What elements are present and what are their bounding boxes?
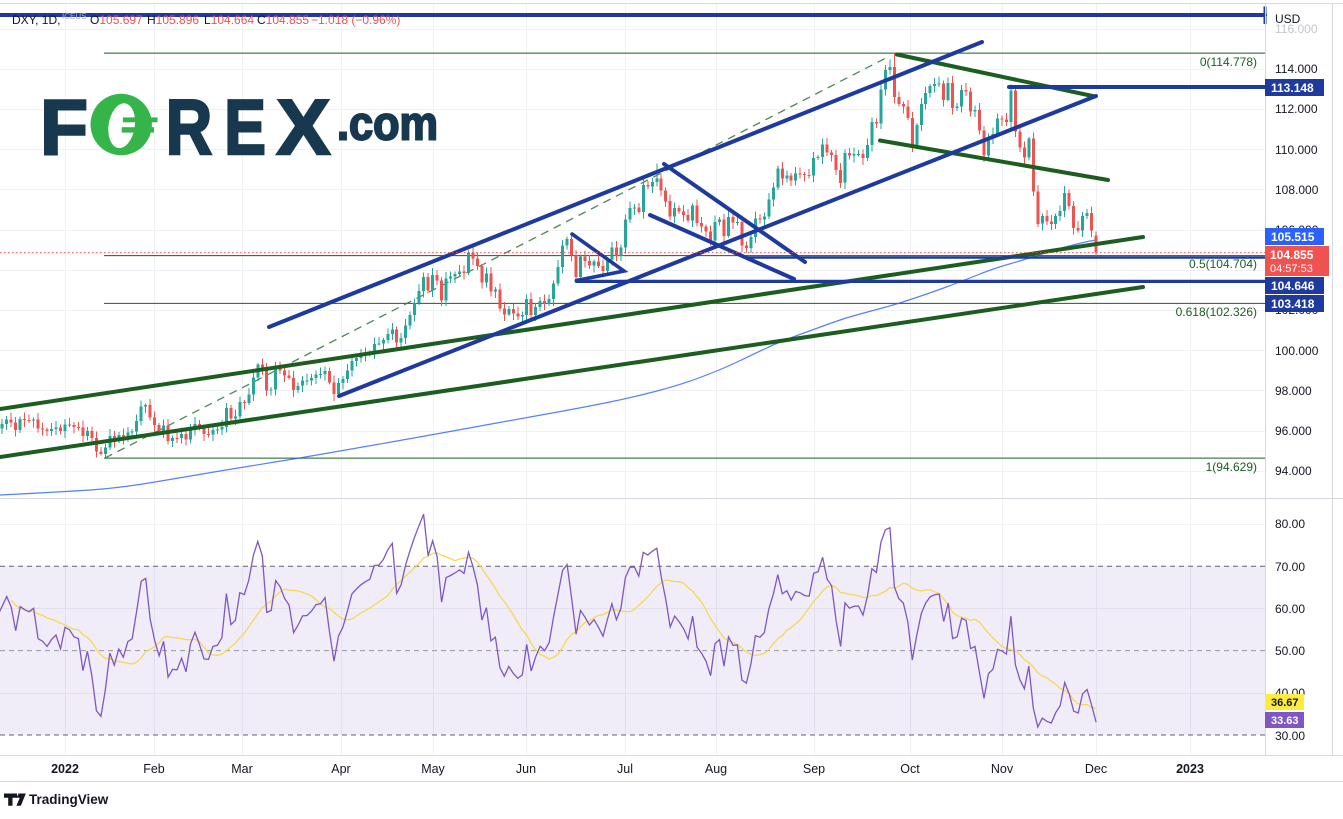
- svg-text:04:57:53: 04:57:53: [1270, 263, 1313, 275]
- svg-text:105.515: 105.515: [1271, 230, 1315, 244]
- svg-text:70.00: 70.00: [1275, 560, 1305, 574]
- svg-text:Dec: Dec: [1085, 762, 1107, 776]
- svg-text:May: May: [421, 762, 445, 776]
- svg-text:33.63: 33.63: [1271, 715, 1299, 727]
- svg-text:Mar: Mar: [231, 762, 253, 776]
- svg-text:100.000: 100.000: [1275, 344, 1319, 358]
- svg-text:R: R: [166, 83, 213, 171]
- svg-text:0(114.778): 0(114.778): [1200, 55, 1257, 69]
- svg-text:DXY, 1D,: DXY, 1D,: [12, 13, 60, 27]
- svg-text:Feb: Feb: [143, 762, 165, 776]
- svg-text:113.148: 113.148: [1271, 81, 1314, 95]
- svg-text:Jul: Jul: [617, 762, 633, 776]
- svg-text:1(94.629): 1(94.629): [1206, 460, 1257, 474]
- svg-text:30.00: 30.00: [1275, 729, 1305, 743]
- svg-text:114.000: 114.000: [1275, 62, 1318, 76]
- svg-text:94.000: 94.000: [1275, 464, 1312, 478]
- svg-text:2023: 2023: [1176, 762, 1204, 776]
- svg-text:96.000: 96.000: [1275, 424, 1312, 438]
- svg-text:116.000: 116.000: [1275, 22, 1318, 36]
- svg-text:104.855: 104.855: [1270, 248, 1314, 262]
- svg-text:103.418: 103.418: [1271, 297, 1315, 311]
- svg-text:Jun: Jun: [516, 762, 536, 776]
- svg-text:36.67: 36.67: [1271, 697, 1299, 709]
- svg-text:98.000: 98.000: [1275, 384, 1312, 398]
- svg-text:USD: USD: [1275, 12, 1301, 26]
- svg-text:60.00: 60.00: [1275, 602, 1305, 616]
- svg-text:Oct: Oct: [900, 762, 920, 776]
- svg-text:E: E: [224, 83, 266, 171]
- svg-text:ICEUS: ICEUS: [62, 12, 86, 21]
- svg-text:108.000: 108.000: [1275, 183, 1319, 197]
- svg-text:110.000: 110.000: [1275, 143, 1318, 157]
- svg-text:80.00: 80.00: [1275, 517, 1305, 531]
- svg-text:0.618(102.326): 0.618(102.326): [1176, 305, 1257, 319]
- svg-text:F: F: [40, 83, 88, 171]
- svg-text:TradingView: TradingView: [29, 792, 109, 807]
- svg-text:2022: 2022: [51, 762, 79, 776]
- svg-text:Sep: Sep: [803, 762, 825, 776]
- svg-text:0.5(104.704): 0.5(104.704): [1189, 257, 1257, 271]
- svg-text:.com: .com: [337, 97, 438, 150]
- svg-text:Aug: Aug: [705, 762, 727, 776]
- svg-text:112.000: 112.000: [1275, 102, 1318, 116]
- svg-text:Apr: Apr: [331, 762, 350, 776]
- svg-text:X: X: [277, 83, 331, 171]
- svg-text:50.00: 50.00: [1275, 644, 1305, 658]
- svg-text:Nov: Nov: [991, 762, 1014, 776]
- svg-text:104.646: 104.646: [1271, 279, 1315, 293]
